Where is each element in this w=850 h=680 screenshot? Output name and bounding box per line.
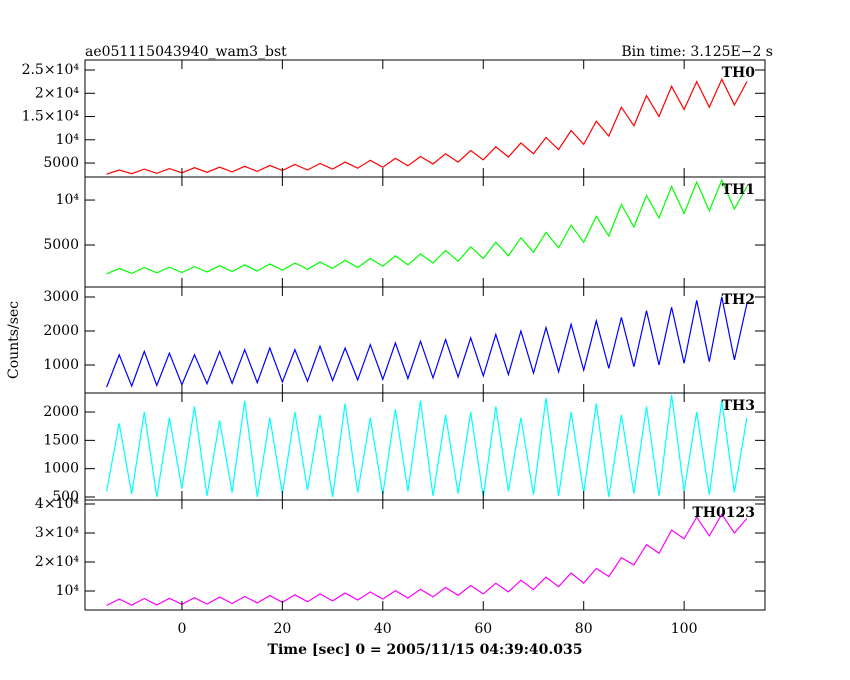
panel-frame xyxy=(84,286,766,394)
y-tick-label: 500 xyxy=(52,489,79,505)
chart-title: ae051115043940_wam3_bst xyxy=(85,44,287,60)
legend-label: TH3 xyxy=(722,398,755,414)
bin-time: Bin time: 3.125E−2 s xyxy=(621,44,773,60)
light-curve xyxy=(106,178,748,275)
legend-label: TH0123 xyxy=(692,505,755,521)
y-tick-label: 1000 xyxy=(43,461,79,477)
y-tick-label: 5000 xyxy=(43,155,79,171)
x-tick-label: 20 xyxy=(273,621,291,637)
x-tick-label: 80 xyxy=(575,621,593,637)
y-tick-label: 1000 xyxy=(43,357,79,373)
light-curve xyxy=(106,394,748,498)
x-tick-label: 100 xyxy=(671,621,698,637)
light-curve xyxy=(106,296,748,388)
y-tick-label: 10⁴ xyxy=(56,583,80,599)
light-curve xyxy=(106,513,748,607)
y-axis-label: Counts/sec xyxy=(6,301,22,379)
y-tick-label: 1500 xyxy=(43,432,79,448)
y-tick-label: 2000 xyxy=(43,323,79,339)
x-tick-label: 0 xyxy=(177,621,186,637)
x-tick-label: 60 xyxy=(474,621,492,637)
legend-label: TH2 xyxy=(722,292,755,308)
panel-frame xyxy=(84,392,766,501)
y-tick-label: 10⁴ xyxy=(56,192,80,208)
y-tick-label: 2×10⁴ xyxy=(35,554,79,570)
y-tick-label: 1.5×10⁴ xyxy=(22,109,80,125)
panel-frame xyxy=(84,499,766,611)
x-tick-label: 40 xyxy=(374,621,392,637)
light-curve xyxy=(106,77,748,175)
y-tick-label: 2.5×10⁴ xyxy=(22,62,80,78)
y-tick-label: 4×10⁴ xyxy=(35,496,79,512)
x-axis-label: Time [sec] 0 = 2005/11/15 04:39:40.035 xyxy=(268,642,583,658)
legend-label: TH1 xyxy=(722,182,755,198)
legend-label: TH0 xyxy=(722,65,756,81)
y-tick-label: 2000 xyxy=(43,404,79,420)
y-tick-label: 2×10⁴ xyxy=(35,85,79,101)
y-tick-label: 3000 xyxy=(43,289,79,305)
y-tick-label: 5000 xyxy=(43,237,79,253)
y-tick-label: 10⁴ xyxy=(56,132,80,148)
y-tick-label: 3×10⁴ xyxy=(35,525,79,541)
